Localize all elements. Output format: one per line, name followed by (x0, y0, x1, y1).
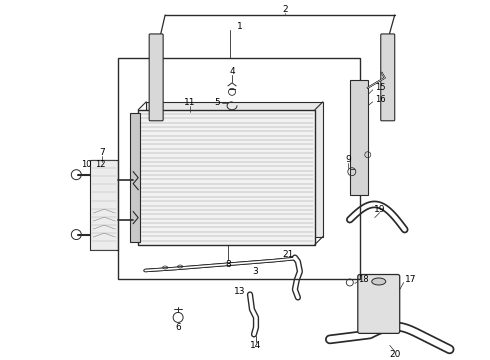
Bar (138, 110, 315, 244)
Text: 10: 10 (81, 160, 92, 169)
Text: 1: 1 (237, 22, 243, 31)
Text: 12: 12 (95, 160, 105, 169)
Text: 5: 5 (214, 98, 220, 107)
Text: 3: 3 (252, 267, 258, 276)
Text: 15: 15 (375, 84, 385, 93)
Bar (350, 80, 368, 195)
Text: 16: 16 (375, 95, 386, 104)
Text: 17: 17 (405, 275, 416, 284)
FancyBboxPatch shape (381, 34, 395, 121)
Text: 11: 11 (184, 98, 196, 107)
Text: 7: 7 (99, 148, 105, 157)
Text: 6: 6 (175, 323, 181, 332)
Text: 18: 18 (358, 275, 368, 284)
Bar (118, 58, 360, 279)
Text: 21: 21 (282, 250, 294, 259)
Bar (90, 160, 118, 249)
Text: 13: 13 (234, 287, 246, 296)
Text: 14: 14 (250, 341, 262, 350)
Ellipse shape (372, 278, 386, 285)
FancyBboxPatch shape (149, 34, 163, 121)
Bar (146, 102, 323, 237)
Text: 2: 2 (282, 5, 288, 14)
Bar (130, 113, 140, 242)
Text: 20: 20 (389, 350, 400, 359)
Text: 19: 19 (374, 205, 386, 214)
Text: 4: 4 (229, 67, 235, 76)
Text: 8: 8 (225, 260, 231, 269)
Text: 9: 9 (345, 155, 351, 164)
FancyBboxPatch shape (358, 275, 400, 333)
